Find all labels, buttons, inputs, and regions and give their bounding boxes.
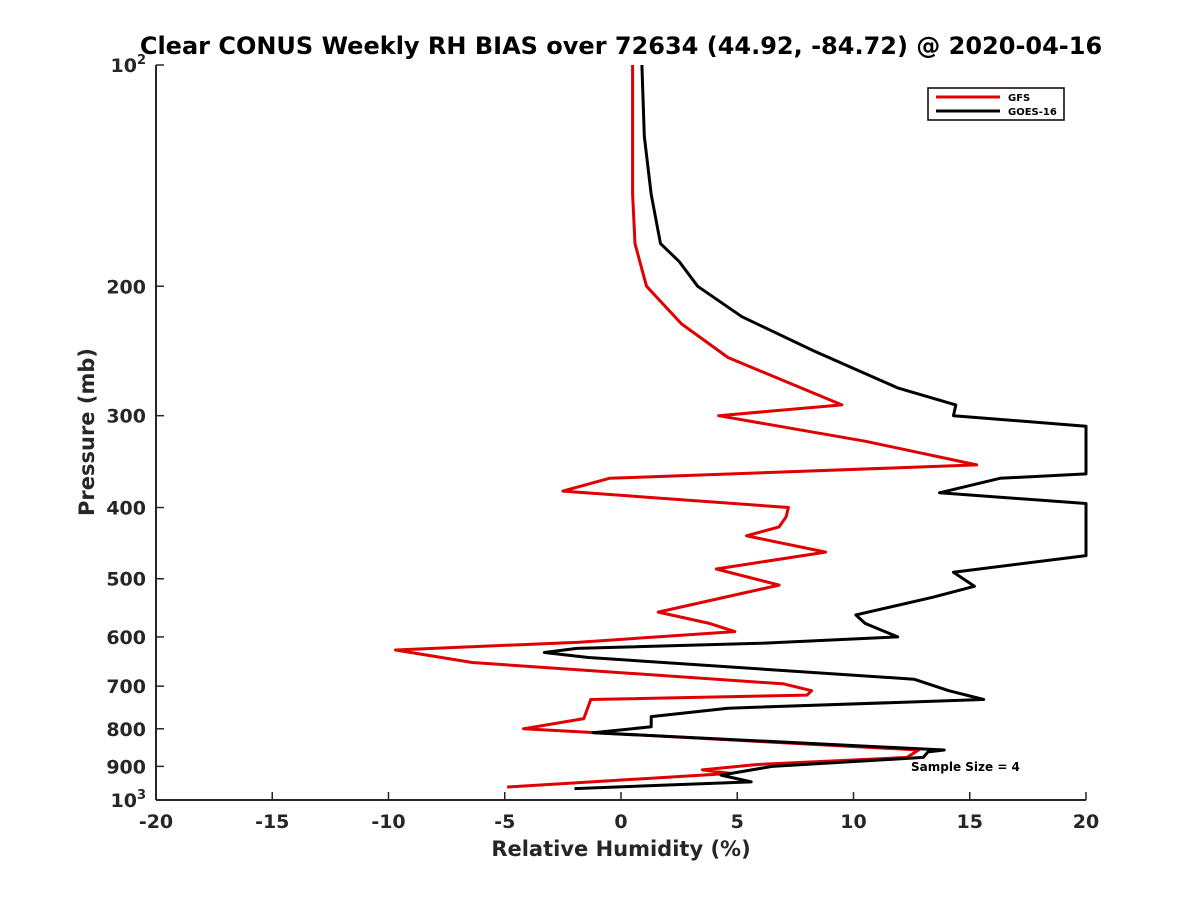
- x-axis-label: Relative Humidity (%): [491, 837, 750, 861]
- legend: GFS GOES-16: [927, 87, 1065, 121]
- x-tick-label: 0: [614, 811, 627, 833]
- x-tick-label: -20: [139, 811, 173, 833]
- y-tick-label: 800: [106, 719, 146, 741]
- x-tick-label: -5: [494, 811, 515, 833]
- y-tick-label: 900: [106, 756, 146, 778]
- x-axis-ticks: -20 -15 -10 -5 0 5 10 15 20: [139, 792, 1099, 833]
- series-line-goes-16: [542, 64, 1088, 791]
- series-line-gfs: [394, 65, 979, 789]
- x-tick-label: -10: [371, 811, 405, 833]
- y-tick-label: 103: [111, 788, 147, 812]
- series-layer: [394, 64, 1088, 791]
- y-tick-label: 300: [106, 406, 146, 428]
- sample-size-annotation: Sample Size = 4: [911, 760, 1020, 774]
- x-tick-label: 20: [1073, 811, 1099, 833]
- y-tick-label: 500: [106, 569, 146, 591]
- y-tick-label: 700: [106, 676, 146, 698]
- x-tick-label: 15: [957, 811, 983, 833]
- y-tick-label: 200: [106, 276, 146, 298]
- chart-title: Clear CONUS Weekly RH BIAS over 72634 (4…: [140, 32, 1102, 60]
- y-tick-label: 102: [111, 53, 147, 77]
- legend-label-gfs: GFS: [1008, 93, 1030, 104]
- y-axis-ticks: 102 200 300 400 500 600 700 800 900 103: [106, 53, 164, 812]
- legend-label-goes16: GOES-16: [1008, 107, 1057, 118]
- legend-box: [927, 87, 1065, 121]
- x-tick-label: 10: [840, 811, 866, 833]
- y-tick-label: 400: [106, 498, 146, 520]
- y-axis-label: Pressure (mb): [75, 348, 99, 516]
- y-tick-label: 600: [106, 627, 146, 649]
- x-tick-label: 5: [731, 811, 744, 833]
- x-tick-label: -15: [255, 811, 289, 833]
